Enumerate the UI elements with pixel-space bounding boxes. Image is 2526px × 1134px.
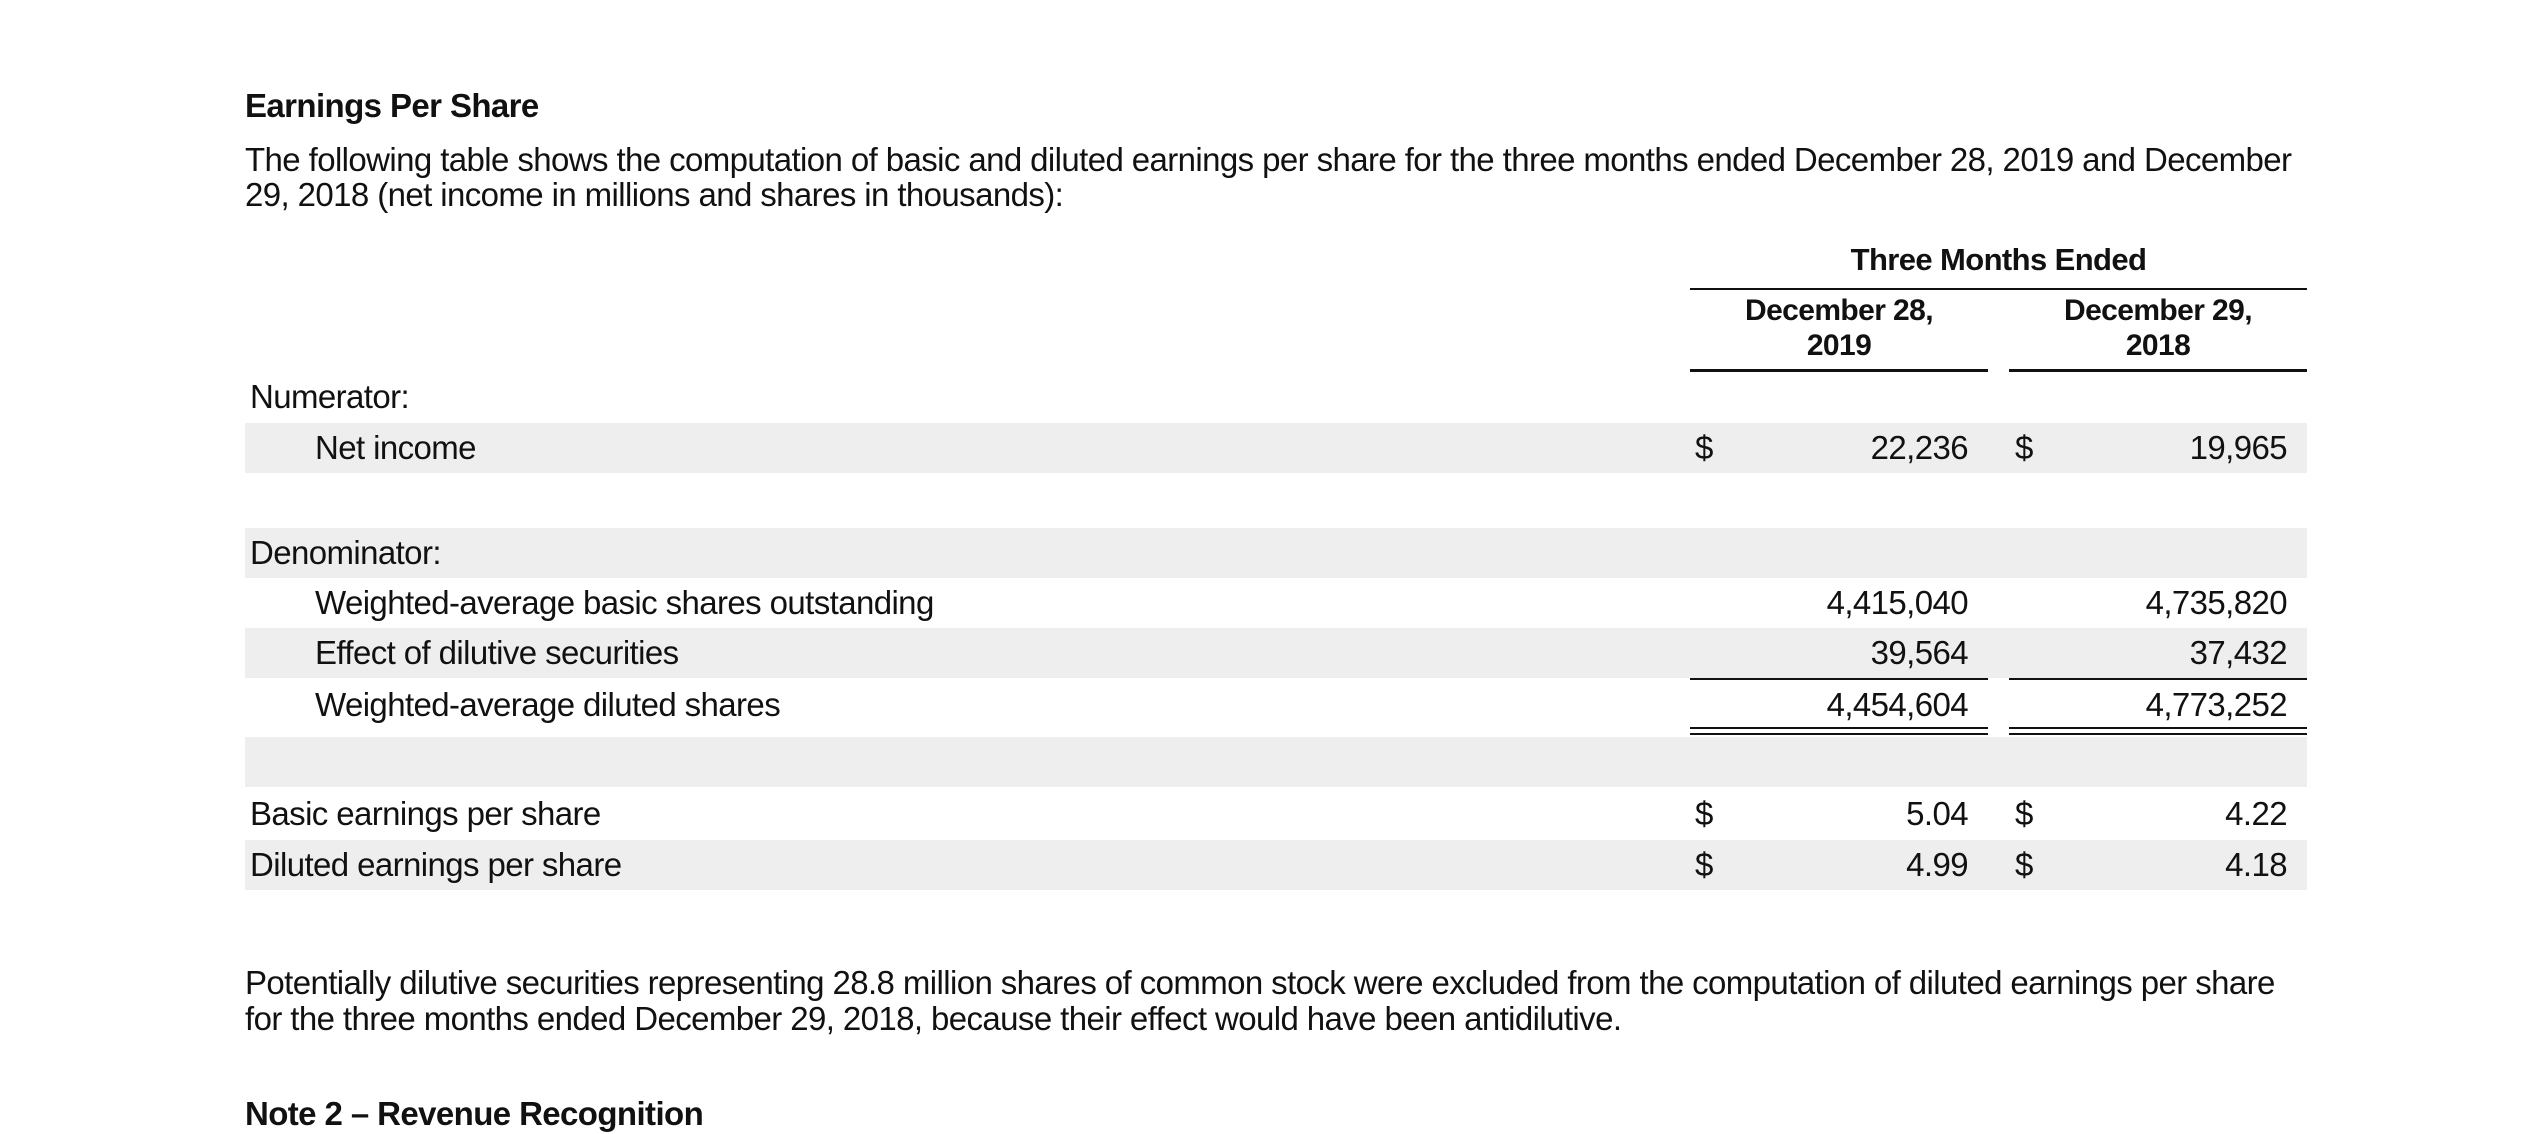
currency-symbol: $ xyxy=(2015,846,2033,883)
row-label: Effect of dilutive securities xyxy=(315,634,679,671)
column-header-2019: December 28, 2019 xyxy=(1690,290,1988,372)
section-heading: Earnings Per Share xyxy=(245,87,539,124)
value-2018: 4.22 xyxy=(2225,795,2287,832)
value-2018: 4,773,252 xyxy=(2145,686,2288,723)
row-label: Net income xyxy=(315,429,477,466)
next-section-heading: Note 2 – Revenue Recognition xyxy=(245,1095,704,1132)
total-double-rule xyxy=(1690,727,1988,729)
total-double-rule xyxy=(1690,733,1988,735)
column-group-header: Three Months Ended xyxy=(1690,240,2307,290)
footnote-paragraph: Potentially dilutive securities represen… xyxy=(245,964,2275,1037)
row-label: Basic earnings per share xyxy=(250,795,601,832)
table-row-basic-shares: Weighted-average basic shares outstandin… xyxy=(245,578,2307,628)
table-row-dilutive-effect: Effect of dilutive securities 39,564 37,… xyxy=(245,628,2307,678)
value-2019: 4,454,604 xyxy=(1826,686,1969,723)
table-row-diluted-shares: Weighted-average diluted shares 4,454,60… xyxy=(245,680,2307,730)
intro-paragraph: The following table shows the computatio… xyxy=(245,141,2292,213)
value-2019: 39,564 xyxy=(1870,634,1969,671)
row-label: Weighted-average basic shares outstandin… xyxy=(315,584,934,621)
column-header-2018: December 29, 2018 xyxy=(2009,290,2307,372)
spacer-row xyxy=(245,737,2307,787)
subtotal-rule xyxy=(2009,678,2307,680)
currency-symbol: $ xyxy=(1695,846,1713,883)
currency-symbol: $ xyxy=(1695,429,1713,466)
column-header-2019-date: December 28, xyxy=(1745,294,1934,327)
denominator-label: Denominator: xyxy=(250,534,442,571)
currency-symbol: $ xyxy=(2015,795,2033,832)
row-label: Weighted-average diluted shares xyxy=(315,686,781,723)
table-row-diluted-eps: Diluted earnings per share $ 4.99 $ 4.18 xyxy=(245,840,2307,890)
numerator-label: Numerator: xyxy=(250,378,410,415)
value-2018: 37,432 xyxy=(2189,634,2288,671)
column-header-2018-date: December 29, xyxy=(2064,294,2253,327)
column-header-2019-year: 2019 xyxy=(1806,329,1872,362)
table-row-basic-eps: Basic earnings per share $ 5.04 $ 4.22 xyxy=(245,789,2307,839)
table-row-net-income: Net income $ 22,236 $ 19,965 xyxy=(245,423,2307,473)
currency-symbol: $ xyxy=(1695,795,1713,832)
value-2018: 19,965 xyxy=(2189,429,2288,466)
value-2019: 22,236 xyxy=(1870,429,1969,466)
subtotal-rule xyxy=(1690,678,1988,680)
column-header-2018-year: 2018 xyxy=(2125,329,2191,362)
currency-symbol: $ xyxy=(2015,429,2033,466)
value-2019: 4.99 xyxy=(1906,846,1968,883)
value-2018: 4.18 xyxy=(2225,846,2287,883)
value-2019: 5.04 xyxy=(1906,795,1968,832)
denominator-row: Denominator: xyxy=(245,528,2307,578)
total-double-rule xyxy=(2009,727,2307,729)
row-label: Diluted earnings per share xyxy=(250,846,622,883)
value-2018: 4,735,820 xyxy=(2145,584,2288,621)
numerator-row: Numerator: xyxy=(245,372,2307,422)
value-2019: 4,415,040 xyxy=(1826,584,1969,621)
total-double-rule xyxy=(2009,733,2307,735)
